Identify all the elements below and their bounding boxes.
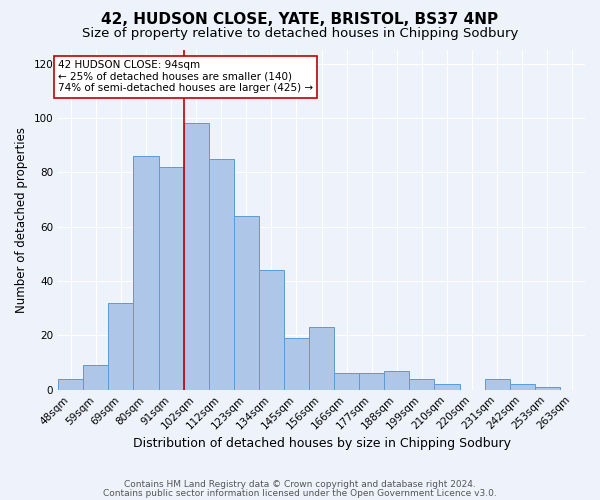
Bar: [535, 387, 560, 390]
Bar: [434, 384, 460, 390]
Text: Size of property relative to detached houses in Chipping Sodbury: Size of property relative to detached ho…: [82, 28, 518, 40]
Y-axis label: Number of detached properties: Number of detached properties: [15, 127, 28, 313]
X-axis label: Distribution of detached houses by size in Chipping Sodbury: Distribution of detached houses by size …: [133, 437, 511, 450]
Bar: [133, 156, 158, 390]
Bar: [309, 327, 334, 390]
Text: Contains HM Land Registry data © Crown copyright and database right 2024.: Contains HM Land Registry data © Crown c…: [124, 480, 476, 489]
Text: Contains public sector information licensed under the Open Government Licence v3: Contains public sector information licen…: [103, 490, 497, 498]
Text: 42, HUDSON CLOSE, YATE, BRISTOL, BS37 4NP: 42, HUDSON CLOSE, YATE, BRISTOL, BS37 4N…: [101, 12, 499, 28]
Bar: [259, 270, 284, 390]
Bar: [409, 379, 434, 390]
Bar: [83, 366, 109, 390]
Bar: [184, 124, 209, 390]
Bar: [359, 374, 385, 390]
Bar: [234, 216, 259, 390]
Bar: [58, 379, 83, 390]
Bar: [385, 370, 409, 390]
Bar: [284, 338, 309, 390]
Bar: [109, 303, 133, 390]
Text: 42 HUDSON CLOSE: 94sqm
← 25% of detached houses are smaller (140)
74% of semi-de: 42 HUDSON CLOSE: 94sqm ← 25% of detached…: [58, 60, 313, 94]
Bar: [510, 384, 535, 390]
Bar: [158, 167, 184, 390]
Bar: [334, 374, 359, 390]
Bar: [485, 379, 510, 390]
Bar: [209, 158, 234, 390]
